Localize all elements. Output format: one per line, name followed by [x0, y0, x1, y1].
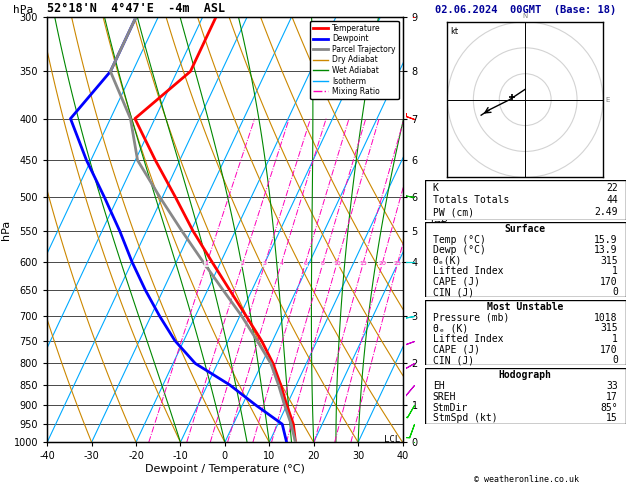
Text: kt: kt	[450, 27, 458, 36]
Text: Lifted Index: Lifted Index	[433, 334, 503, 344]
Text: θₑ(K): θₑ(K)	[433, 256, 462, 266]
Y-axis label: hPa: hPa	[1, 220, 11, 240]
Text: 8: 8	[321, 261, 325, 266]
Text: Dewp (°C): Dewp (°C)	[433, 245, 486, 255]
Text: Hodograph: Hodograph	[499, 370, 552, 381]
Text: 0: 0	[612, 287, 618, 297]
Text: 17: 17	[606, 392, 618, 402]
Text: 6: 6	[303, 261, 307, 266]
Text: CAPE (J): CAPE (J)	[433, 277, 480, 287]
Text: N: N	[523, 13, 528, 19]
Text: 15: 15	[359, 261, 367, 266]
Text: 315: 315	[600, 256, 618, 266]
Text: 1: 1	[612, 334, 618, 344]
Text: 52°18'N  4°47'E  -4m  ASL: 52°18'N 4°47'E -4m ASL	[47, 1, 225, 15]
X-axis label: Dewpoint / Temperature (°C): Dewpoint / Temperature (°C)	[145, 464, 305, 474]
Text: 20: 20	[378, 261, 386, 266]
Legend: Temperature, Dewpoint, Parcel Trajectory, Dry Adiabat, Wet Adiabat, Isotherm, Mi: Temperature, Dewpoint, Parcel Trajectory…	[310, 21, 399, 99]
Text: Totals Totals: Totals Totals	[433, 195, 509, 206]
Text: 44: 44	[606, 195, 618, 206]
Text: 2.49: 2.49	[594, 208, 618, 217]
Text: 2: 2	[241, 261, 245, 266]
Text: 25: 25	[394, 261, 401, 266]
Text: © weatheronline.co.uk: © weatheronline.co.uk	[474, 474, 579, 484]
Text: 02.06.2024  00GMT  (Base: 18): 02.06.2024 00GMT (Base: 18)	[435, 4, 616, 15]
Text: Surface: Surface	[504, 225, 546, 234]
Text: 10: 10	[333, 261, 341, 266]
Text: 0: 0	[612, 355, 618, 365]
Y-axis label: km
ASL: km ASL	[428, 219, 447, 241]
Text: PW (cm): PW (cm)	[433, 208, 474, 217]
Text: 1: 1	[612, 266, 618, 276]
Text: SREH: SREH	[433, 392, 456, 402]
Text: LCL: LCL	[384, 435, 400, 444]
Text: θₑ (K): θₑ (K)	[433, 324, 468, 333]
Text: CIN (J): CIN (J)	[433, 355, 474, 365]
Text: 170: 170	[600, 277, 618, 287]
Text: 13.9: 13.9	[594, 245, 618, 255]
Text: Lifted Index: Lifted Index	[433, 266, 503, 276]
Text: Mixing Ratio (g/kg): Mixing Ratio (g/kg)	[441, 187, 450, 273]
Text: 4: 4	[279, 261, 283, 266]
Text: K: K	[433, 183, 438, 193]
Text: StmDir: StmDir	[433, 403, 468, 413]
Text: 170: 170	[600, 345, 618, 355]
Text: Temp (°C): Temp (°C)	[433, 235, 486, 245]
Text: 85°: 85°	[600, 403, 618, 413]
Text: 22: 22	[606, 183, 618, 193]
Text: hPa: hPa	[13, 4, 33, 15]
Text: Most Unstable: Most Unstable	[487, 302, 564, 312]
Text: Pressure (mb): Pressure (mb)	[433, 313, 509, 323]
Text: 3: 3	[263, 261, 267, 266]
Text: E: E	[606, 97, 610, 103]
Text: CAPE (J): CAPE (J)	[433, 345, 480, 355]
Text: 1018: 1018	[594, 313, 618, 323]
Text: 33: 33	[606, 381, 618, 391]
Text: CIN (J): CIN (J)	[433, 287, 474, 297]
Text: EH: EH	[433, 381, 444, 391]
Text: 315: 315	[600, 324, 618, 333]
Text: 15: 15	[606, 414, 618, 423]
Text: 15.9: 15.9	[594, 235, 618, 245]
Text: StmSpd (kt): StmSpd (kt)	[433, 414, 498, 423]
Text: 1: 1	[204, 261, 209, 266]
